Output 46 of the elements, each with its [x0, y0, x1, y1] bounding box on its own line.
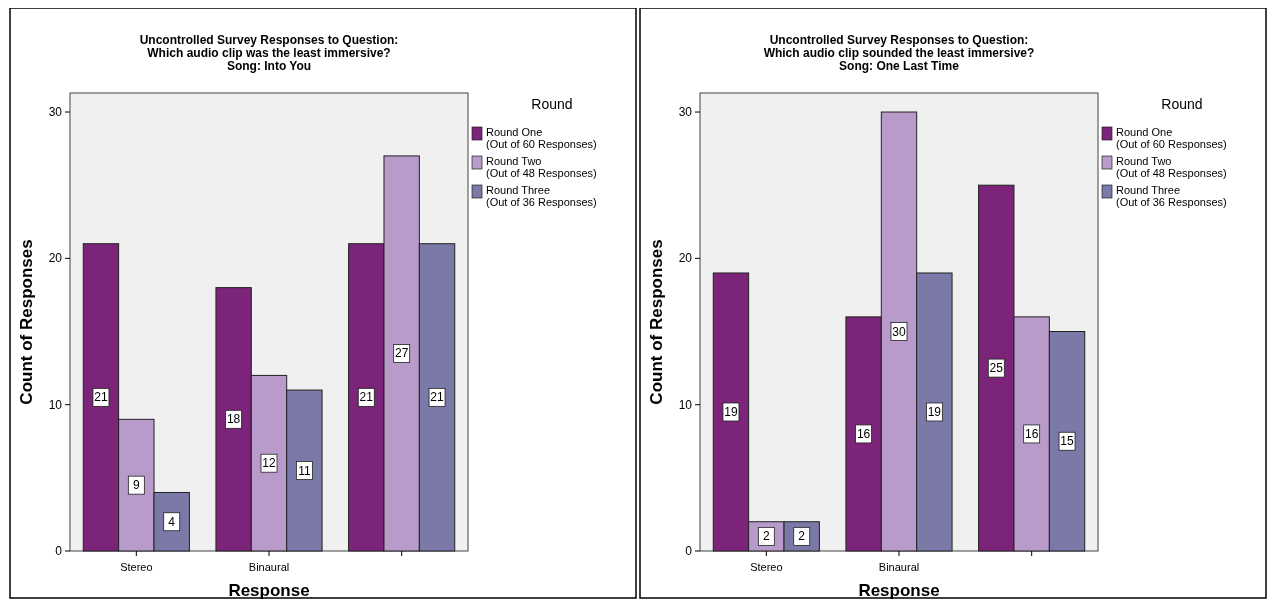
x-tick-label: Stereo: [750, 561, 783, 573]
legend-title: Round: [1161, 96, 1203, 112]
y-tick-label: 30: [678, 105, 693, 120]
legend-label: Round Three (Out of 36 Responses): [486, 184, 597, 208]
legend-label: Round Three (Out of 36 Responses): [1116, 184, 1227, 208]
data-label: 21: [359, 390, 374, 405]
x-tick-label: Binaural: [248, 561, 290, 573]
legend-title: Round: [531, 96, 573, 112]
data-label: 18: [226, 412, 241, 427]
data-label: 16: [1024, 426, 1039, 441]
legend-label: Round Two (Out of 48 Responses): [1116, 155, 1227, 179]
y-axis-title: Count of Responses: [17, 239, 36, 405]
legend-label: Round One (Out of 60 Responses): [486, 126, 597, 150]
x-tick-label: Stereo: [120, 561, 153, 573]
chart-subtitle: Song: Into You: [226, 59, 312, 73]
y-tick-label: 20: [48, 251, 63, 266]
legend-label: Round One (Out of 60 Responses): [1116, 126, 1227, 150]
x-tick-label: Binaural: [878, 561, 920, 573]
data-label: 16: [856, 426, 871, 441]
data-label: 2: [762, 529, 770, 544]
data-label: 27: [394, 346, 409, 361]
y-tick-label: 10: [678, 397, 693, 412]
data-label: 19: [724, 404, 738, 419]
data-label: 15: [1060, 434, 1075, 449]
data-label: 2: [798, 529, 806, 544]
data-label: 25: [989, 361, 1004, 376]
chart-title: Uncontrolled Survey Responses to Question: Which audio clip sounded the least immersive?: [763, 33, 1035, 60]
data-label: 9: [132, 478, 140, 493]
y-tick-label: 0: [685, 544, 693, 558]
data-label: 12: [262, 456, 276, 471]
chart-title: Uncontrolled Survey Responses to Question: Which audio clip was the least immersive?: [139, 33, 399, 60]
x-axis-title: Response: [228, 581, 310, 600]
y-tick-label: 10: [48, 397, 63, 412]
y-tick-label: 20: [678, 251, 693, 266]
data-label: 21: [94, 390, 108, 405]
x-axis-title: Response: [858, 581, 940, 600]
y-tick-label: 0: [55, 544, 63, 558]
data-label: 4: [168, 514, 176, 529]
y-tick-label: 30: [48, 105, 63, 120]
data-label: 11: [298, 463, 311, 478]
data-label: 19: [927, 404, 942, 419]
chart-subtitle: Song: One Last Time: [839, 59, 960, 73]
data-label: 30: [892, 324, 906, 339]
legend-label: Round Two (Out of 48 Responses): [486, 155, 597, 179]
data-label: 21: [430, 390, 445, 405]
y-axis-title: Count of Responses: [647, 239, 666, 405]
